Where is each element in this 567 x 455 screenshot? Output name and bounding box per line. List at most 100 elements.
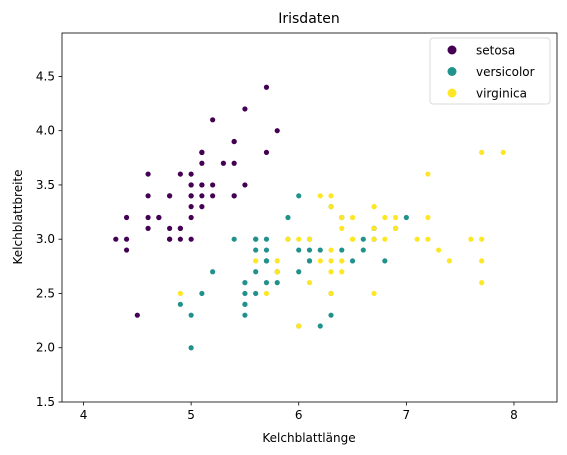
- point-virginica-23: [328, 269, 334, 275]
- point-setosa-1: [177, 236, 183, 242]
- point-setosa-13: [113, 236, 119, 242]
- y-tick-label: 4.0: [36, 124, 55, 138]
- point-versicolor-40: [242, 280, 248, 286]
- point-versicolor-28: [296, 247, 302, 253]
- point-versicolor-0: [403, 214, 409, 221]
- point-virginica-35: [479, 236, 485, 242]
- point-versicolor-24: [339, 247, 345, 253]
- point-setosa-15: [263, 84, 270, 90]
- point-setosa-27: [210, 182, 216, 188]
- point-setosa-24: [167, 193, 173, 199]
- point-virginica-44: [371, 204, 377, 210]
- y-tick-label: 4.5: [36, 69, 55, 83]
- point-versicolor-18: [317, 323, 323, 329]
- point-setosa-49: [188, 204, 194, 210]
- point-setosa-22: [145, 171, 151, 177]
- point-versicolor-38: [253, 236, 259, 242]
- point-virginica-45: [371, 236, 377, 242]
- point-virginica-18: [479, 280, 485, 286]
- point-versicolor-8: [360, 247, 366, 253]
- point-virginica-12: [382, 236, 388, 242]
- point-setosa-25: [188, 236, 194, 242]
- point-virginica-48: [317, 193, 323, 199]
- point-versicolor-25: [360, 236, 366, 242]
- legend-marker-versicolor: [447, 67, 457, 76]
- y-tick-label: 2.5: [36, 286, 55, 300]
- point-virginica-40: [371, 225, 377, 231]
- point-versicolor-48: [199, 290, 205, 297]
- point-virginica-3: [328, 247, 334, 253]
- point-virginica-11: [339, 269, 345, 275]
- point-virginica-49: [285, 236, 291, 242]
- point-virginica-21: [253, 258, 259, 264]
- point-setosa-31: [231, 193, 237, 199]
- point-setosa-16: [231, 138, 237, 145]
- point-versicolor-3: [242, 312, 248, 318]
- point-setosa-36: [242, 182, 248, 188]
- legend-label-setosa: setosa: [476, 44, 515, 58]
- x-tick-label: 7: [403, 408, 411, 422]
- point-virginica-42: [274, 269, 280, 275]
- point-virginica-10: [349, 214, 356, 221]
- y-axis-label: Kelchblattbreite: [11, 170, 25, 265]
- point-virginica-34: [306, 280, 313, 286]
- point-versicolor-4: [349, 258, 356, 264]
- point-virginica-7: [436, 247, 442, 253]
- point-virginica-27: [306, 236, 313, 242]
- point-virginica-32: [339, 258, 345, 264]
- y-axis: 1.5 2.0 2.5 3.0 3.5 4.0 4.5: [36, 69, 62, 409]
- point-versicolor-34: [231, 236, 237, 242]
- point-versicolor-14: [253, 247, 259, 253]
- point-setosa-26: [188, 193, 194, 199]
- point-virginica-37: [339, 225, 345, 231]
- point-virginica-2: [414, 236, 420, 242]
- point-setosa-29: [156, 214, 162, 221]
- point-setosa-3: [145, 225, 151, 231]
- y-tick-label: 1.5: [36, 395, 55, 409]
- point-versicolor-7: [177, 301, 183, 307]
- point-versicolor-23: [306, 258, 313, 264]
- point-virginica-13: [263, 290, 270, 297]
- y-tick-label: 2.0: [36, 341, 55, 355]
- point-versicolor-35: [296, 193, 302, 199]
- point-virginica-8: [371, 290, 377, 297]
- point-setosa-21: [199, 160, 205, 166]
- legend-label-virginica: virginica: [476, 87, 527, 101]
- point-virginica-41: [392, 225, 399, 231]
- legend-marker-virginica: [447, 88, 457, 98]
- point-virginica-25: [425, 214, 431, 221]
- point-virginica-46: [328, 290, 334, 297]
- point-setosa-43: [188, 182, 194, 188]
- y-tick-label: 3.0: [36, 232, 55, 246]
- point-setosa-39: [199, 193, 205, 199]
- point-virginica-9: [425, 171, 431, 177]
- point-versicolor-26: [382, 258, 388, 264]
- point-setosa-41: [134, 312, 140, 318]
- point-versicolor-45: [263, 236, 270, 242]
- x-tick-label: 5: [187, 408, 195, 422]
- point-versicolor-13: [306, 247, 313, 253]
- point-versicolor-20: [285, 214, 291, 221]
- point-versicolor-39: [242, 290, 248, 297]
- point-setosa-32: [210, 117, 216, 123]
- point-versicolor-47: [317, 247, 323, 253]
- point-virginica-29: [425, 236, 431, 242]
- point-setosa-6: [145, 193, 151, 199]
- point-versicolor-37: [328, 312, 334, 318]
- point-virginica-15: [339, 214, 345, 221]
- data-points: [113, 84, 506, 351]
- point-versicolor-29: [263, 280, 270, 286]
- point-versicolor-44: [253, 269, 259, 275]
- point-setosa-28: [210, 193, 216, 199]
- point-virginica-47: [349, 236, 356, 242]
- point-versicolor-46: [263, 247, 270, 253]
- plot-frame: [61, 32, 558, 403]
- point-setosa-47: [145, 214, 151, 221]
- point-virginica-6: [177, 290, 183, 297]
- x-tick-label: 8: [510, 408, 518, 422]
- point-setosa-33: [242, 106, 248, 112]
- point-virginica-19: [296, 323, 302, 329]
- x-axis-label: Kelchblattlänge: [262, 431, 355, 445]
- point-virginica-5: [468, 236, 474, 242]
- point-versicolor-49: [263, 258, 270, 264]
